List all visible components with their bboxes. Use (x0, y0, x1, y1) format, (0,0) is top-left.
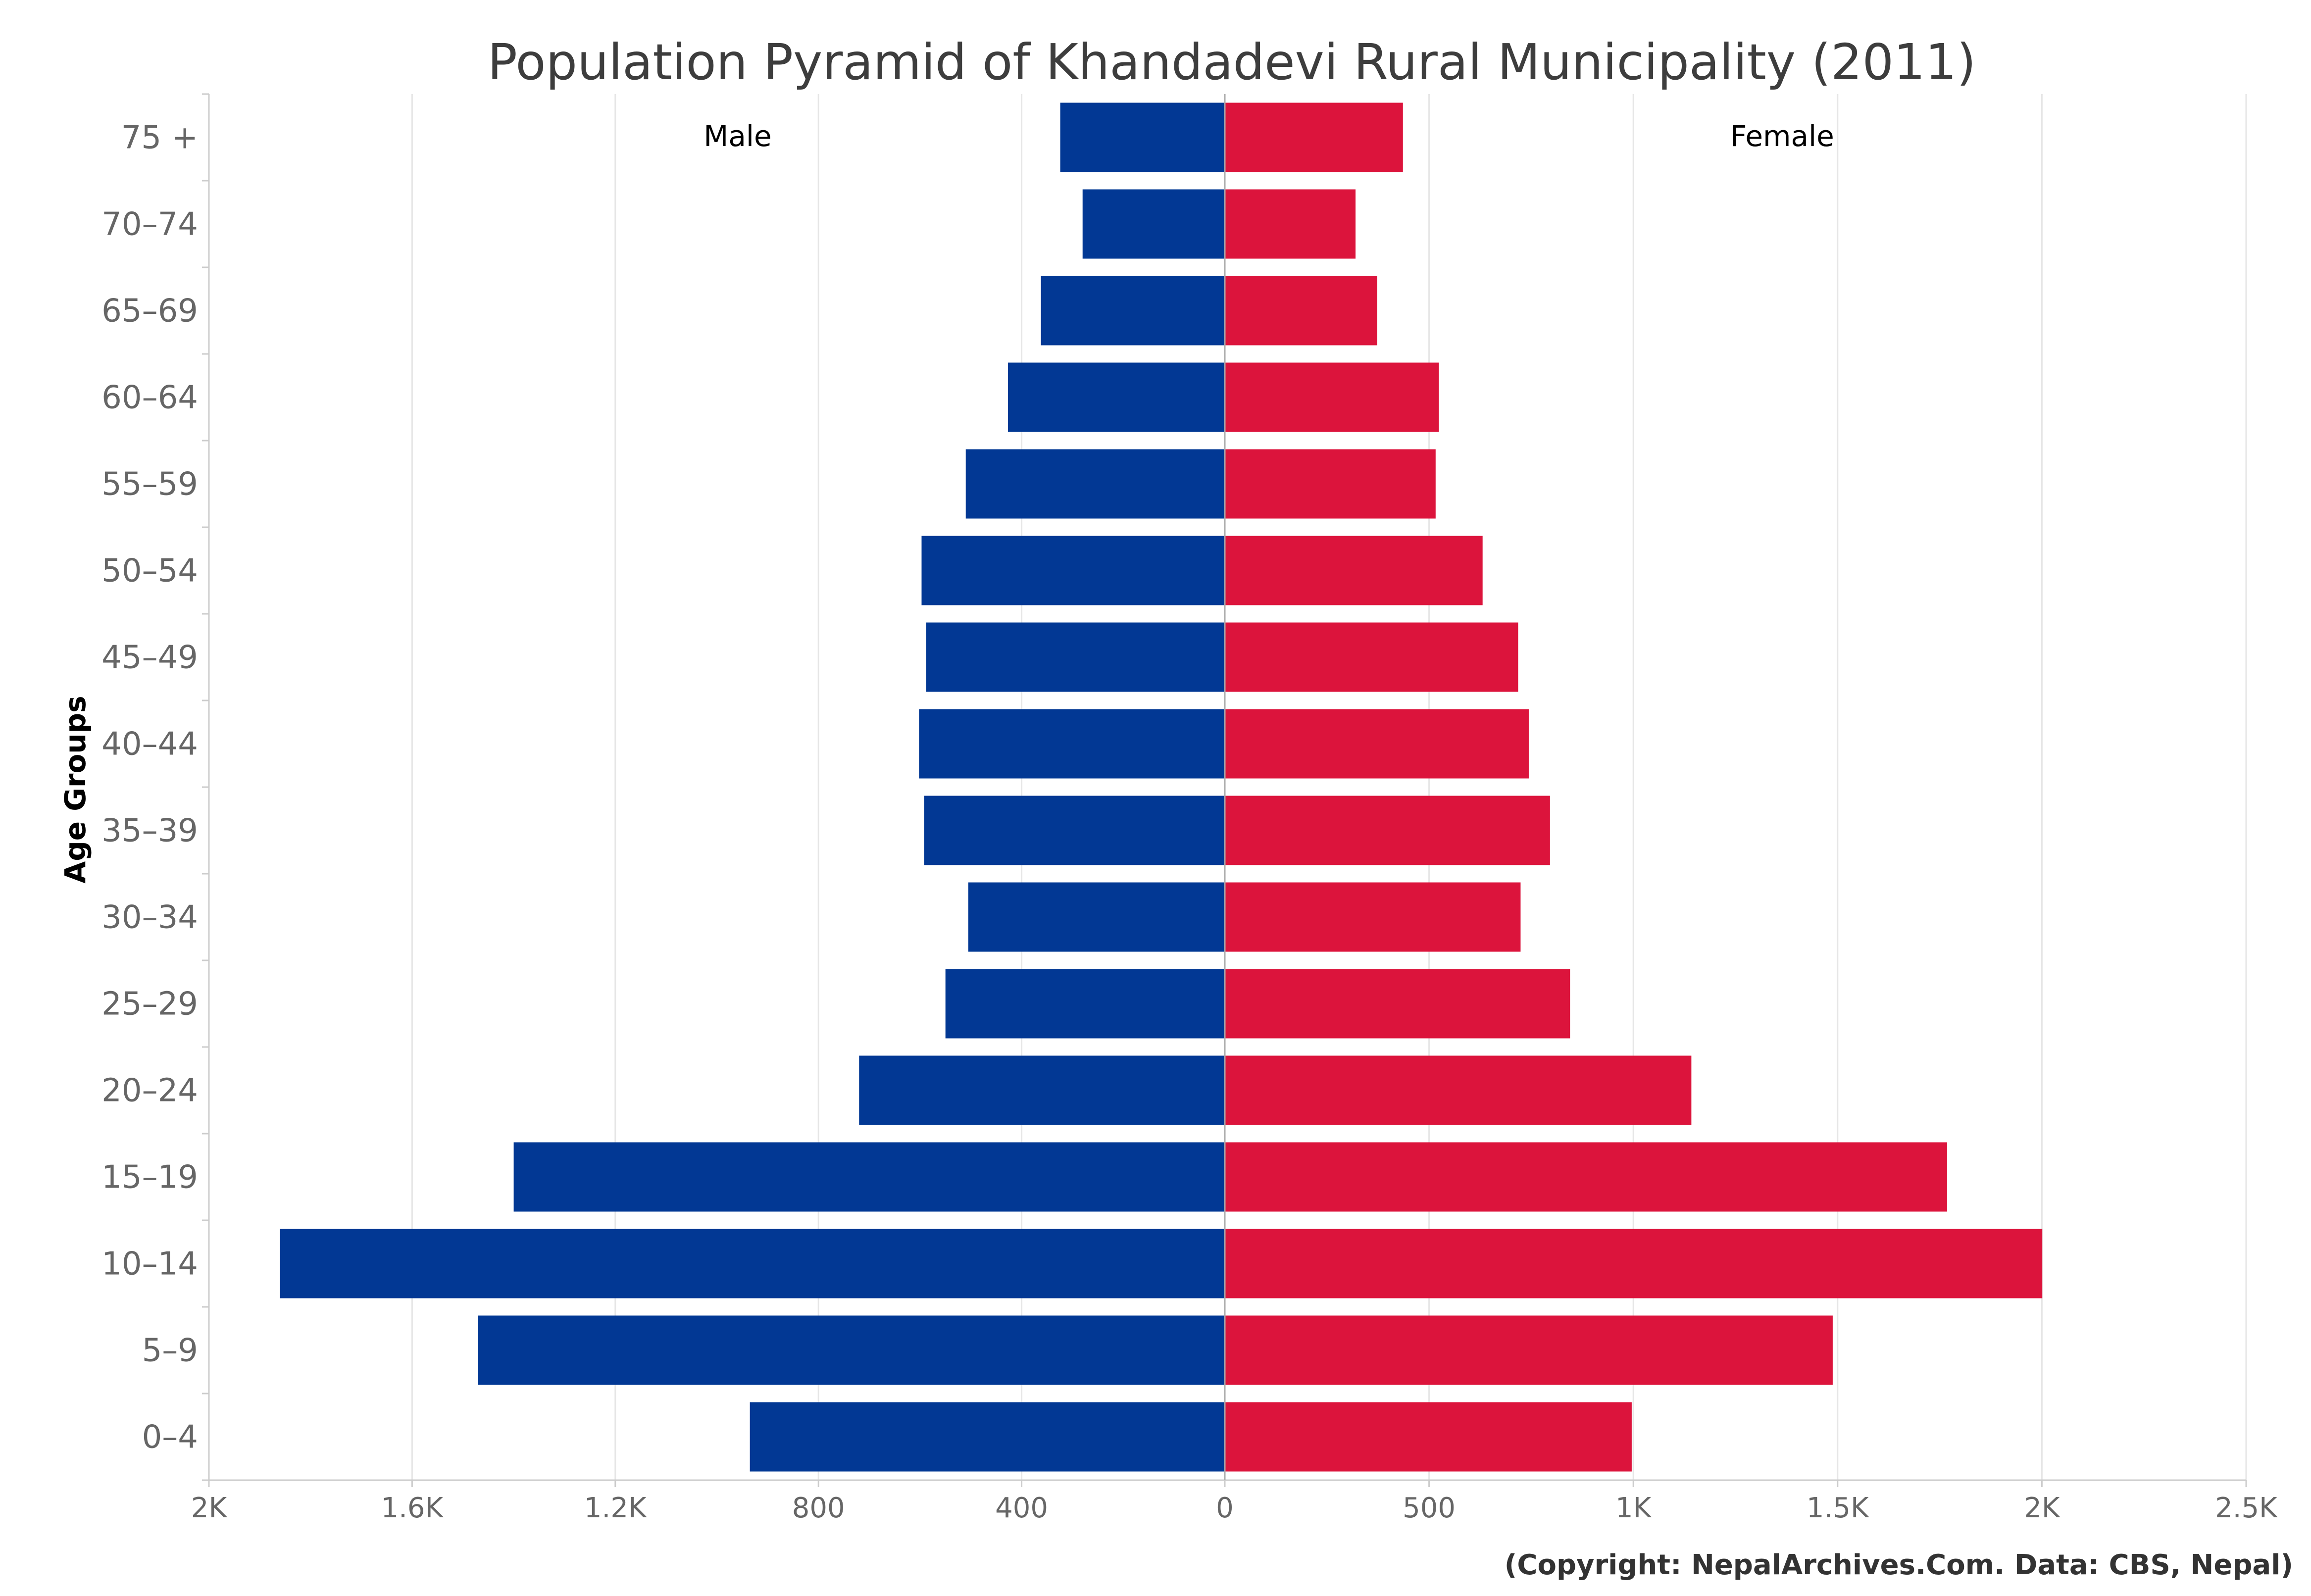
female-bar (1225, 969, 1570, 1039)
x-tick-label: 500 (1403, 1492, 1456, 1524)
female-bar (1225, 1055, 1692, 1125)
female-series-label: Female (1730, 119, 1834, 153)
chart-title: Population Pyramid of Khandadevi Rural M… (488, 33, 1976, 91)
credit-text: (Copyright: NepalArchives.Com. Data: CBS… (1505, 1549, 2293, 1581)
x-tick-label: 1.5K (1807, 1492, 1869, 1524)
y-tick-label: 20–24 (101, 1073, 198, 1109)
male-bar (513, 1142, 1225, 1212)
y-tick-label: 75 + (121, 120, 198, 156)
y-tick-label: 55–59 (101, 466, 198, 503)
male-bar (926, 622, 1225, 692)
female-bar (1225, 102, 1403, 172)
x-tick-label: 800 (792, 1492, 845, 1524)
female-bar (1225, 709, 1529, 779)
male-bar (1060, 102, 1225, 172)
female-bar (1225, 276, 1377, 346)
female-bar (1225, 449, 1436, 519)
axes (202, 93, 2247, 1487)
female-bar (1225, 1402, 1632, 1472)
y-tick-label: 40–44 (101, 726, 198, 763)
female-bar (1225, 1142, 1947, 1212)
male-bar (919, 709, 1225, 779)
male-bar (965, 449, 1225, 519)
male-bar (968, 882, 1225, 952)
male-bar (859, 1055, 1225, 1125)
y-tick-label: 0–4 (142, 1419, 198, 1456)
female-bar (1225, 362, 1439, 432)
x-tick-label: 1.2K (584, 1492, 647, 1524)
male-bar (945, 969, 1225, 1039)
y-tick-label: 10–14 (101, 1246, 198, 1283)
y-axis-title: Age Groups (58, 696, 92, 883)
y-tick-label: 60–64 (101, 380, 198, 416)
x-tick-label: 2K (2024, 1492, 2060, 1524)
x-tick-label: 2K (191, 1492, 228, 1524)
female-bar (1225, 1229, 2043, 1298)
gridlines (208, 94, 2247, 1480)
male-bar (921, 536, 1225, 605)
x-tick-label: 1.6K (381, 1492, 444, 1524)
x-tick-label: 0 (1216, 1492, 1234, 1524)
x-tick-labels: 2K 1.6K 1.2K 800 400 0 500 1K 1.5K 2K 2.5K (191, 1492, 2278, 1524)
y-tick-label: 5–9 (142, 1333, 198, 1369)
y-tick-label: 70–74 (101, 206, 198, 243)
female-bar (1225, 536, 1483, 605)
y-tick-label: 15–19 (101, 1159, 198, 1196)
male-bar (1041, 276, 1225, 346)
y-tick-label: 65–69 (101, 293, 198, 330)
y-tick-labels: 0–4 5–9 10–14 15–19 20–24 25–29 30–34 35–39 40–4… (101, 120, 198, 1456)
y-tick-label: 45–49 (101, 640, 198, 676)
male-series-label: Male (703, 119, 771, 153)
female-bar (1225, 796, 1550, 865)
x-tick-label: 2.5K (2215, 1492, 2278, 1524)
female-bar (1225, 622, 1518, 692)
y-tick-label: 25–29 (101, 986, 198, 1023)
y-tick-label: 50–54 (101, 553, 198, 590)
male-bar (478, 1315, 1225, 1385)
female-bar (1225, 882, 1521, 952)
y-tick-label: 30–34 (101, 899, 198, 936)
male-bar (1007, 362, 1225, 432)
male-bar (750, 1402, 1225, 1472)
male-bar (280, 1229, 1225, 1298)
female-bar (1225, 1315, 1833, 1385)
female-bar (1225, 189, 1356, 259)
y-tick-label: 35–39 (101, 813, 198, 849)
male-bar (924, 796, 1225, 865)
male-bar (1082, 189, 1225, 259)
bars (280, 102, 2043, 1472)
x-tick-label: 1K (1615, 1492, 1652, 1524)
x-tick-label: 400 (995, 1492, 1048, 1524)
